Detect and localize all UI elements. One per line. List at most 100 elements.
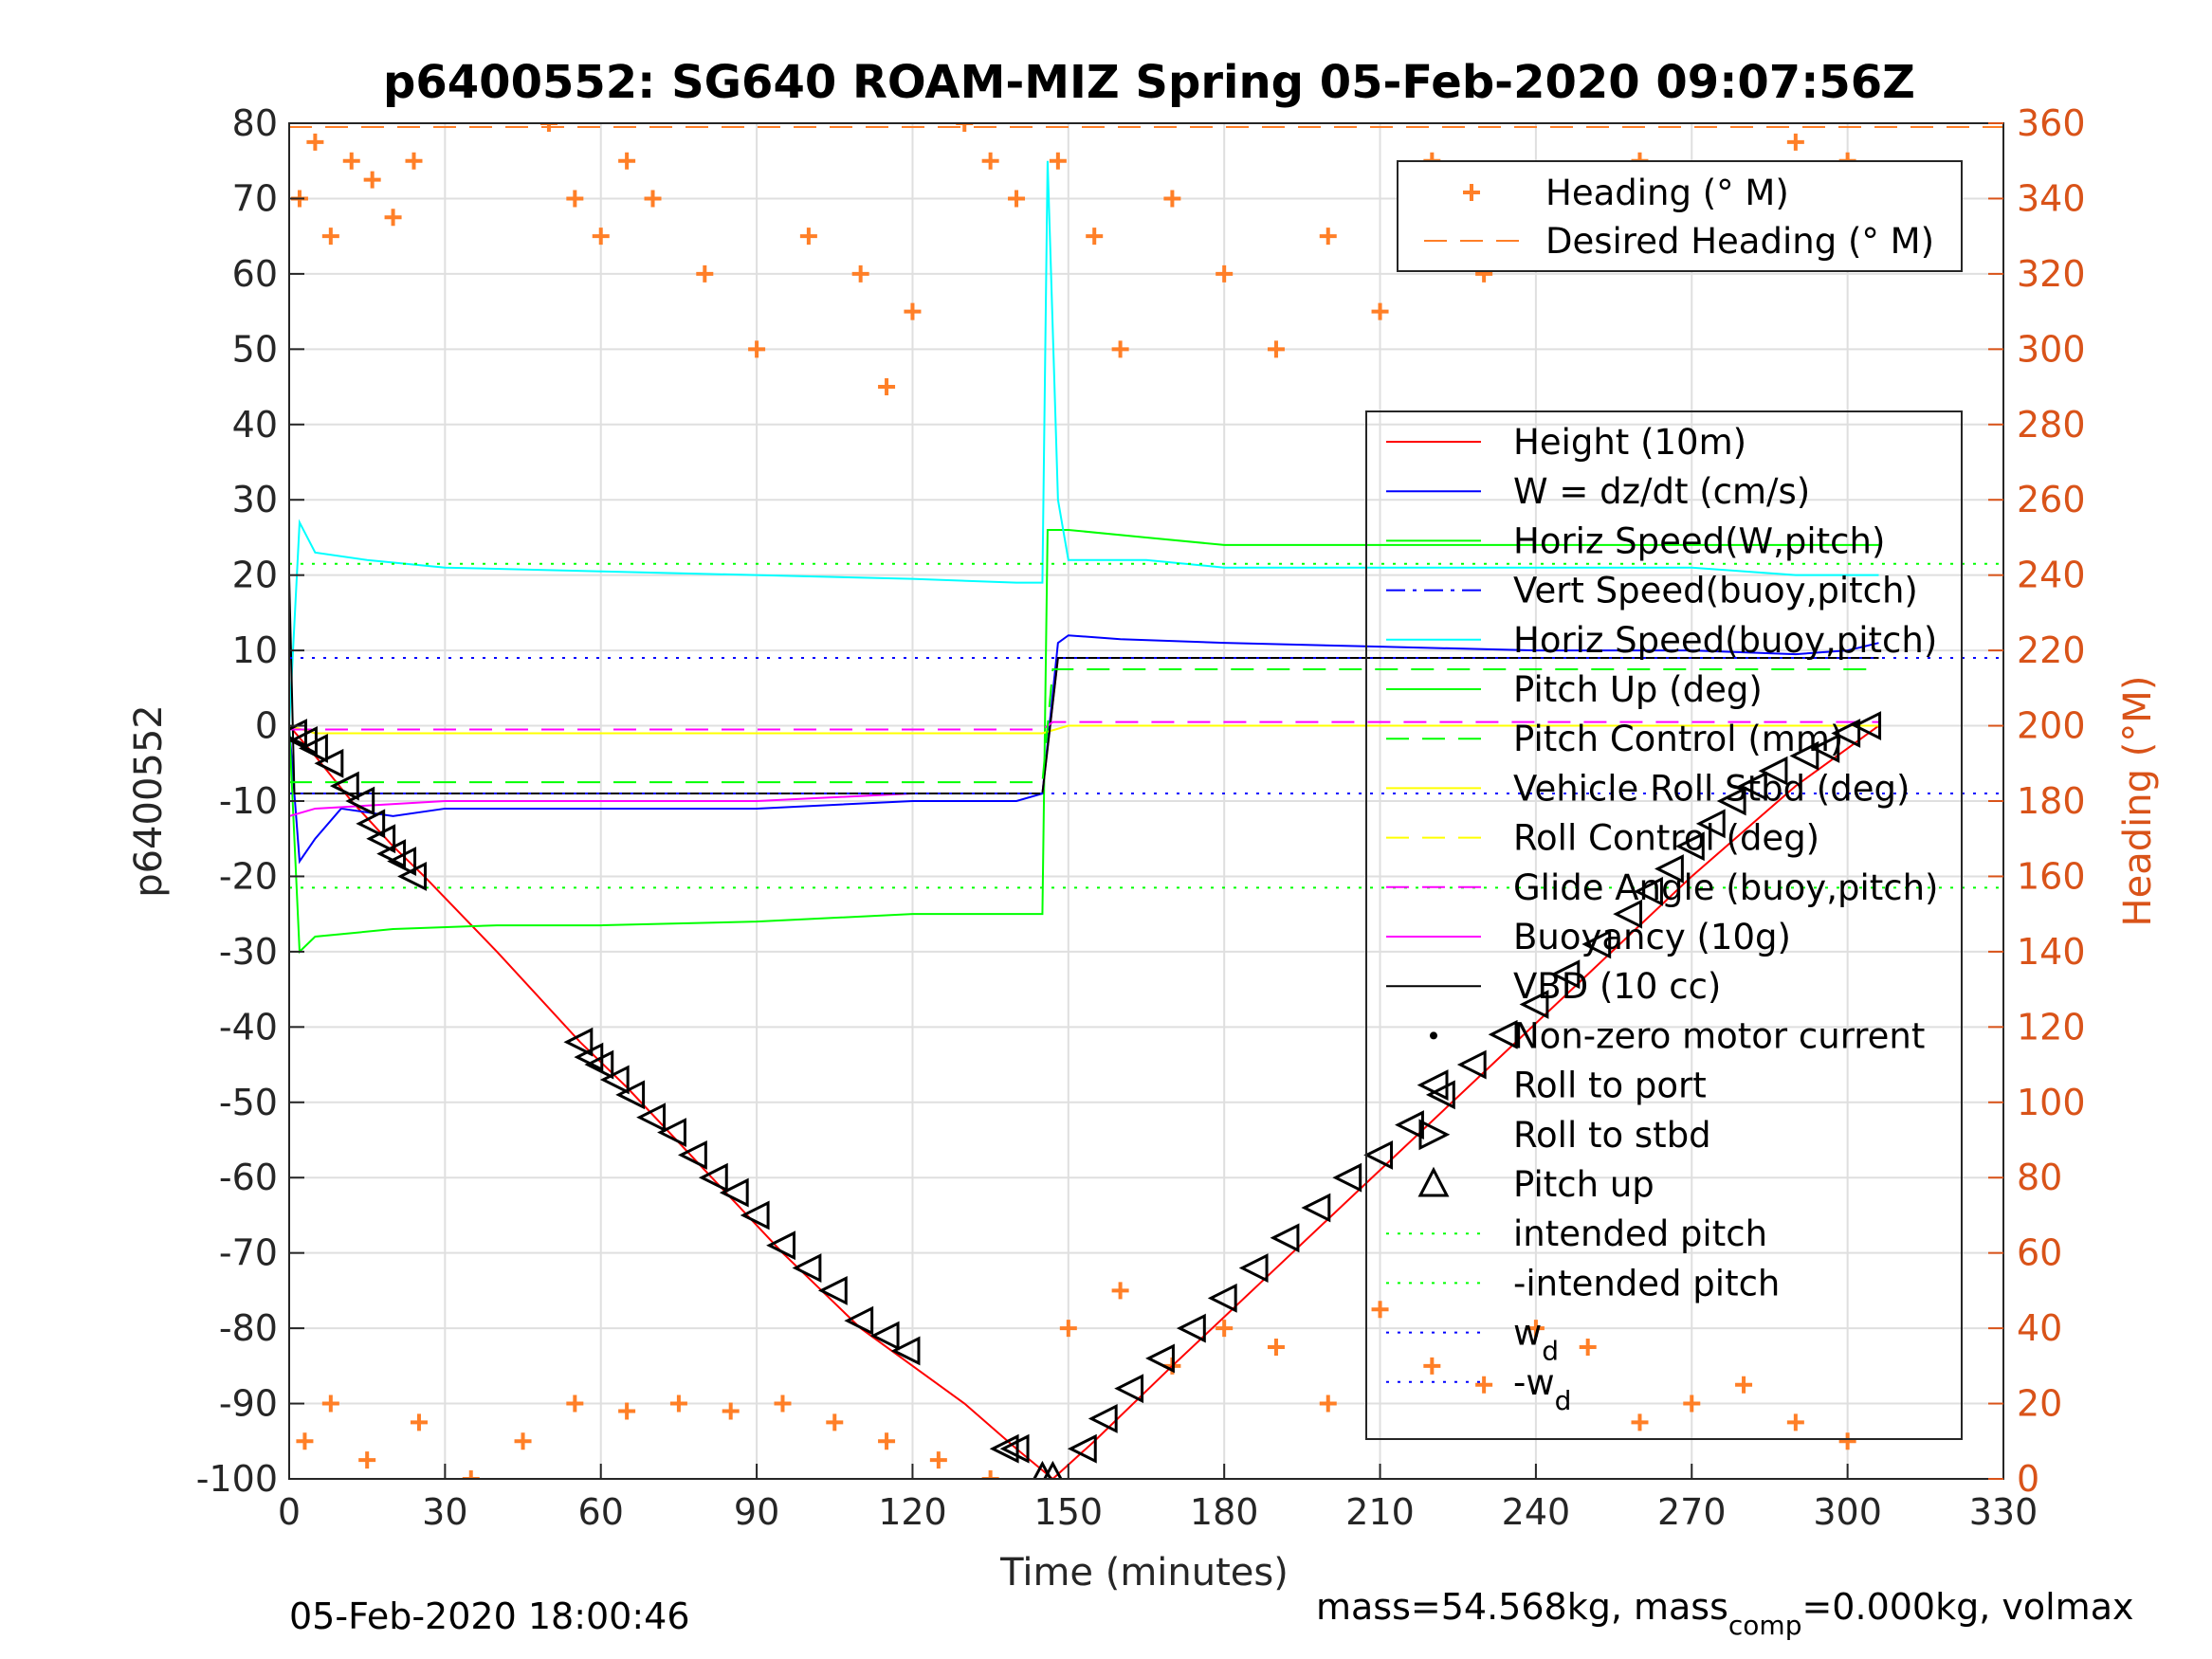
roll-port-marker — [356, 809, 386, 839]
legend-label-text: Roll to port — [1513, 1066, 1707, 1106]
y-tick-label-left: 30 — [232, 479, 278, 520]
roll-port-marker — [366, 824, 396, 854]
heading-point — [1786, 1413, 1804, 1431]
heading-point — [566, 1395, 584, 1413]
legend-main-label: W = dz/dt (cm/s) — [1513, 471, 1810, 512]
x-tick-label: 90 — [734, 1491, 779, 1533]
roll-port-marker — [698, 1162, 728, 1193]
legend-main-label: Vehicle Roll Stbd (deg) — [1513, 768, 1910, 809]
y-tick-label-left: -40 — [219, 1006, 278, 1048]
roll-port-marker — [817, 1275, 848, 1305]
roll-port-marker — [792, 1253, 822, 1283]
roll-port-marker — [1363, 1139, 1394, 1170]
legend-main-label: Horiz Speed(buoy,pitch) — [1513, 620, 1937, 661]
roll-port-marker — [1395, 1110, 1424, 1140]
x-tick-label: 60 — [578, 1491, 624, 1533]
heading-point — [1475, 1376, 1493, 1394]
roll-port-marker — [1301, 1193, 1331, 1223]
roll-port-marker — [890, 1336, 921, 1366]
y-tick-label-right: 220 — [2017, 629, 2086, 671]
y-tick-label-right: 280 — [2017, 404, 2086, 446]
heading-point — [1267, 1338, 1285, 1356]
legend-sample — [1417, 1166, 1450, 1197]
heading-point — [618, 1402, 636, 1420]
roll-port-marker — [719, 1177, 749, 1208]
heading-point — [1216, 264, 1234, 283]
roll-port-marker — [1695, 809, 1726, 839]
legend-label-text: Height (10m) — [1513, 422, 1746, 463]
heading-point — [384, 209, 402, 227]
y-tick-label-left: 10 — [232, 629, 278, 671]
legend-main-label: -wd — [1513, 1362, 1571, 1416]
roll-port-marker — [1488, 1019, 1518, 1049]
y-tick-label-left: -60 — [219, 1157, 278, 1198]
roll-port-marker — [1207, 1283, 1237, 1313]
roll-port-marker — [329, 771, 359, 801]
heading-point — [321, 1395, 339, 1413]
roll-port-marker — [1145, 1343, 1175, 1374]
y-tick-label-left: -20 — [219, 855, 278, 897]
roll-port-marker — [1789, 740, 1819, 771]
y-tick-label-right: 120 — [2017, 1006, 2086, 1048]
heading-point — [342, 152, 360, 170]
heading-point — [1059, 1320, 1077, 1338]
heading-point — [1319, 1395, 1337, 1413]
legend-main-label: Pitch Up (deg) — [1513, 669, 1763, 710]
legend-label-text: w — [1513, 1313, 1542, 1354]
heading-point — [878, 378, 896, 396]
legend-label-sub: d — [1542, 1336, 1559, 1367]
legend-label-text: Horiz Speed(W,pitch) — [1513, 520, 1885, 561]
heading-point — [405, 152, 423, 170]
y-tick-label-left: 80 — [232, 102, 278, 144]
heading-point — [1216, 1320, 1234, 1338]
y-tick-label-left: 0 — [255, 705, 278, 747]
x-tick-label: 180 — [1190, 1491, 1259, 1533]
x-tick-label: 300 — [1813, 1491, 1882, 1533]
legend-main-label: Pitch up — [1513, 1164, 1654, 1205]
x-tick-label: 270 — [1657, 1491, 1727, 1533]
x-tick-label: 330 — [1969, 1491, 2038, 1533]
y-tick-label-left: -80 — [219, 1307, 278, 1349]
heading-point — [878, 1432, 896, 1450]
heading-point — [981, 152, 999, 170]
legend-sample — [1417, 1069, 1449, 1102]
legend-heading-label: Heading (° M) — [1545, 173, 1789, 213]
roll-port-marker — [1176, 1313, 1206, 1343]
footer-mass: mass=54.568kg, masscomp=0.000kg, volmax — [1316, 1586, 2133, 1641]
heading-point — [799, 228, 817, 246]
heading-point — [774, 1395, 792, 1413]
y-tick-label-right: 20 — [2017, 1383, 2062, 1425]
legend-label-text: Vert Speed(buoy,pitch) — [1513, 571, 1918, 611]
heading-point — [592, 228, 610, 246]
y-tick-label-right: 80 — [2017, 1157, 2062, 1198]
y-tick-label-left: 60 — [232, 253, 278, 295]
roll-port-marker — [1114, 1374, 1144, 1404]
y-tick-label-left: -10 — [219, 780, 278, 822]
heading-point — [358, 1451, 376, 1469]
legend-label-text: Roll Control (deg) — [1513, 818, 1819, 859]
legend-label-text: Glide Angle (buoy,pitch) — [1513, 867, 1938, 908]
roll-port-marker — [1716, 786, 1746, 816]
heading-point — [851, 264, 869, 283]
legend-main-items: Height (10m) W = dz/dt (cm/s) Horiz Speed(… — [1386, 422, 1938, 1416]
roll-port-marker — [1654, 854, 1684, 884]
roll-port-marker — [1674, 831, 1705, 862]
legend-main-label: Roll to stbd — [1513, 1115, 1711, 1156]
heading-point — [826, 1413, 844, 1431]
heading-point — [956, 123, 974, 132]
legend-main: Height (10m) W = dz/dt (cm/s) Horiz Speed(… — [1365, 410, 1963, 1440]
x-tick-label: 0 — [278, 1491, 301, 1533]
heading-point — [514, 1432, 532, 1450]
legend-main-label: Pitch Control (mm) — [1513, 719, 1843, 759]
roll-port-marker — [1737, 771, 1767, 801]
legend-label-text: Pitch Control (mm) — [1513, 719, 1843, 759]
roll-port-marker — [1332, 1162, 1362, 1193]
legend-label-text: Vehicle Roll Stbd (deg) — [1513, 768, 1910, 809]
footer-mass-text: mass=54.568kg, mass — [1316, 1586, 1728, 1628]
roll-port-marker — [615, 1080, 646, 1110]
plot-area — [289, 123, 2003, 1479]
heading-point — [1319, 228, 1337, 246]
legend-heading-items: Heading (° M) Desired Heading (° M) — [1424, 173, 1934, 262]
roll-port-marker — [1088, 1404, 1118, 1433]
heading-point — [1786, 133, 1804, 151]
